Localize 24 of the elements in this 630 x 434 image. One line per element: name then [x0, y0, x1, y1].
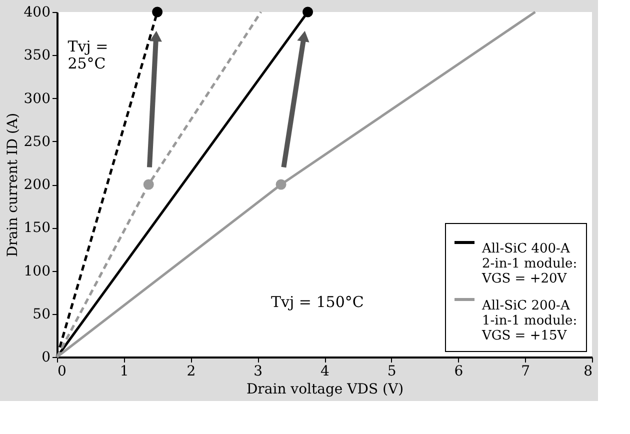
- x-tick-label: 1: [120, 364, 129, 380]
- x-tick-label: 8: [584, 364, 592, 380]
- y-axis-title: Drain current ID (A): [4, 112, 21, 258]
- x-axis-title: Drain voltage VDS (V): [246, 382, 404, 398]
- y-tick-label: 400: [24, 4, 50, 20]
- legend-label: All-SiC 400-A 2-in-1 module: VGS = +20V: [481, 242, 578, 286]
- y-tick-label: 250: [24, 134, 50, 150]
- x-tick-label: 0: [58, 364, 66, 380]
- x-tick-label: 4: [320, 364, 330, 380]
- x-tick-label: 5: [387, 364, 396, 380]
- y-tick-label: 100: [24, 263, 50, 280]
- x-tick-label: 2: [186, 364, 196, 380]
- y-tick-label: 300: [24, 90, 50, 107]
- x-tick-label: 6: [454, 364, 464, 380]
- y-tick-label: 0: [42, 350, 50, 366]
- legend-label: All-SiC 200-A 1-in-1 module: VGS = +15V: [481, 298, 578, 344]
- x-tick-label: 7: [521, 364, 530, 380]
- y-tick-label: 50: [32, 306, 50, 322]
- x-tick-label: 3: [254, 364, 263, 380]
- y-tick-label: 200: [24, 177, 50, 193]
- y-tick-label: 150: [24, 220, 50, 236]
- annotation: Tvj = 25°C: [68, 38, 108, 72]
- y-tick-label: 350: [24, 48, 50, 64]
- annotation: Tvj = 150°C: [271, 292, 364, 311]
